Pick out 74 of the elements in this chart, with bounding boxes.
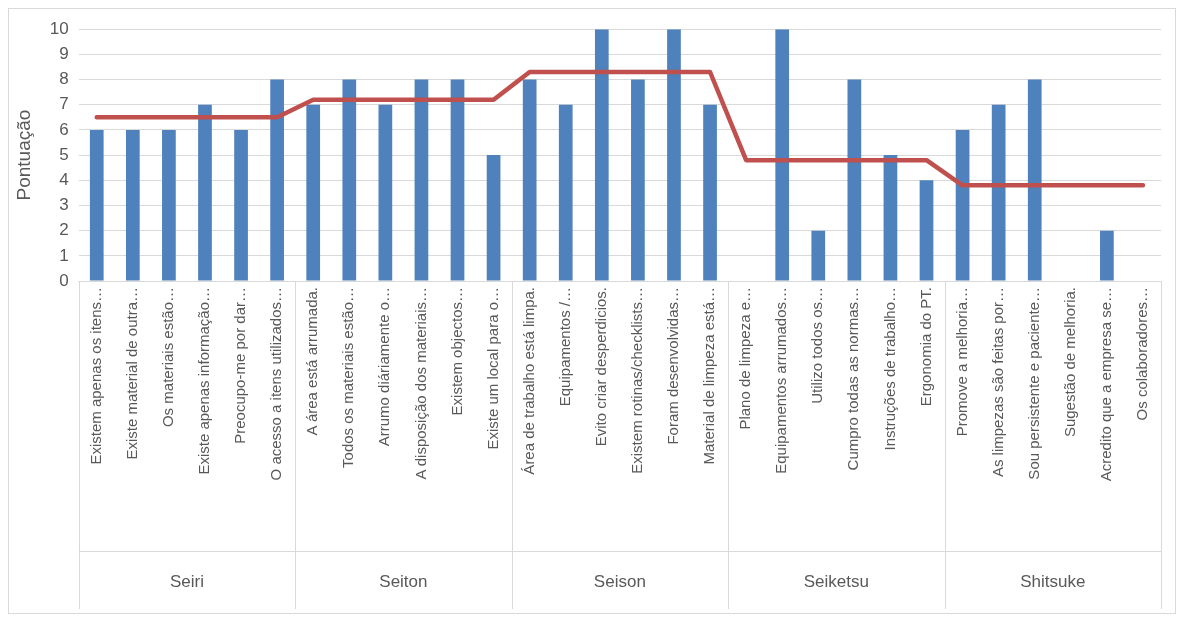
x-tick-label: Instruções de trabalho… bbox=[880, 287, 898, 451]
bar bbox=[486, 155, 501, 281]
bar bbox=[1027, 79, 1042, 281]
text: Seison bbox=[593, 571, 646, 591]
x-tick-label: Existe apenas informação… bbox=[195, 287, 213, 475]
bar bbox=[522, 79, 537, 281]
y-tick-label: 7 bbox=[59, 94, 69, 114]
bar bbox=[991, 104, 1006, 281]
bar bbox=[775, 29, 790, 281]
x-tick-label: Foram desenvolvidas… bbox=[664, 287, 682, 445]
x-tick-label: O acesso a itens utilizados… bbox=[267, 287, 285, 481]
text: Seiton bbox=[379, 571, 428, 591]
bar bbox=[125, 129, 140, 281]
bar bbox=[667, 29, 681, 281]
x-tick-label: A área está arrumada. bbox=[303, 287, 321, 436]
y-axis-title: Pontuação bbox=[12, 109, 34, 201]
bar bbox=[414, 79, 429, 281]
x-tick-label: Preocupo-me por dar… bbox=[231, 287, 249, 444]
y-tick-label: 10 bbox=[49, 18, 69, 38]
bar bbox=[811, 230, 826, 281]
x-tick-label: Equipamentos arrumados… bbox=[772, 287, 790, 474]
y-tick-label: 8 bbox=[59, 69, 69, 89]
text: Seiketsu bbox=[803, 571, 869, 591]
x-tick-label: Existe material de outra… bbox=[122, 287, 140, 460]
x-tick-label: As limpezas são feitas por… bbox=[988, 287, 1006, 478]
bar bbox=[342, 79, 357, 281]
bar bbox=[558, 104, 573, 281]
x-tick-label: Ergonomia do PT. bbox=[916, 287, 934, 407]
x-tick-label: Sou persistente e paciente… bbox=[1024, 287, 1042, 480]
y-tick-label: 0 bbox=[59, 270, 69, 290]
y-tick-label: 9 bbox=[59, 44, 69, 64]
bar bbox=[89, 129, 104, 281]
x-tick-label: Cumpro todas as normas… bbox=[844, 287, 862, 471]
y-tick-label: 5 bbox=[59, 144, 69, 164]
x-tick-label: Acredito que a empresa se… bbox=[1097, 287, 1115, 482]
y-tick-label: 1 bbox=[59, 245, 69, 265]
bar bbox=[234, 129, 248, 281]
y-tick-label: 4 bbox=[59, 169, 69, 189]
x-tick-label: Arrumo diáriamente o… bbox=[375, 287, 393, 447]
x-tick-label: Existem rotinas/checklists… bbox=[628, 287, 646, 474]
x-tick-label: Plano de limpeza e… bbox=[736, 287, 754, 430]
bar bbox=[883, 155, 898, 281]
x-tick-label: Existem apenas os itens… bbox=[86, 287, 104, 465]
x-tick-label: Promove a melhoria… bbox=[952, 287, 970, 437]
x-tick-label: Material de limpeza está… bbox=[700, 287, 718, 465]
bar bbox=[378, 104, 393, 281]
bar bbox=[631, 79, 645, 281]
x-tick-label: Equipamentos /… bbox=[555, 287, 573, 407]
bar bbox=[270, 79, 284, 281]
bar bbox=[703, 104, 717, 281]
y-tick-label: 2 bbox=[59, 220, 69, 240]
y-tick-label: 3 bbox=[59, 195, 69, 215]
x-tick-label: Os materiais estão… bbox=[159, 287, 177, 428]
x-tick-label: Sugestão de melhoria. bbox=[1060, 287, 1078, 438]
x-tick-label: Existem objectos… bbox=[447, 287, 465, 416]
bar bbox=[306, 104, 321, 281]
bar bbox=[919, 180, 934, 281]
y-tick-label: 6 bbox=[59, 119, 69, 139]
x-tick-label: Área de trabalho está limpa. bbox=[519, 287, 537, 475]
x-tick-label: Os colaboradores… bbox=[1133, 287, 1151, 421]
bar bbox=[198, 104, 212, 281]
bar bbox=[162, 129, 176, 281]
x-tick-label: Utilizo todos os… bbox=[808, 287, 826, 404]
x-tick-label: Existe um local para o… bbox=[483, 287, 501, 450]
x-tick-label: A disposição dos materiais… bbox=[411, 287, 429, 480]
text: Seiri bbox=[169, 571, 204, 591]
bar bbox=[594, 29, 609, 281]
x-tick-label: Evito criar desperdicios. bbox=[591, 287, 609, 447]
bar bbox=[847, 79, 862, 281]
text: Shitsuke bbox=[1020, 571, 1086, 591]
bar bbox=[955, 129, 970, 281]
bar bbox=[450, 79, 465, 281]
x-tick-label: Todos os materiais estão… bbox=[339, 287, 357, 468]
bar bbox=[1100, 230, 1114, 281]
